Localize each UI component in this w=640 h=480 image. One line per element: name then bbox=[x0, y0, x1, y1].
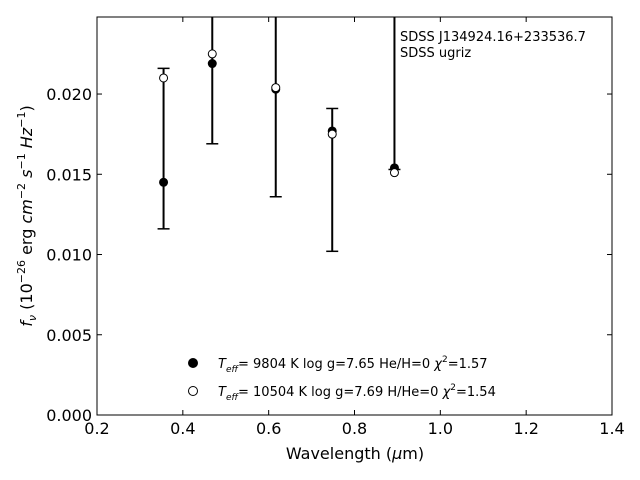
errorbar-layer bbox=[157, 17, 401, 253]
legend-marker-filled bbox=[188, 358, 198, 368]
data-point-open bbox=[159, 73, 169, 83]
x-tick-label: 0.6 bbox=[256, 419, 281, 438]
data-point-open bbox=[327, 129, 337, 139]
x-tick-label: 0.8 bbox=[342, 419, 367, 438]
legend: Teff= 9804 K log g=7.65 He/H=0 χ2=1.57 T… bbox=[188, 355, 496, 403]
y-tick-label: 0.010 bbox=[46, 246, 92, 265]
y-tick-label: 0.000 bbox=[46, 406, 92, 425]
data-points-layer bbox=[159, 49, 399, 187]
tick-layer: 0.2 0.4 0.6 0.8 1.0 1.2 1.4 0.000 0.005 0.010 0.01… bbox=[46, 17, 625, 438]
legend-label-2: Teff= 10504 K log g=7.69 H/He=0 χ2=1.54 bbox=[218, 383, 496, 403]
axes-frame bbox=[96, 16, 613, 416]
annotation-object-name: SDSS J134924.16+233536.7 bbox=[400, 30, 586, 45]
data-point-open bbox=[389, 168, 399, 178]
data-point-open bbox=[271, 83, 281, 93]
y-tick-label: 0.015 bbox=[46, 165, 92, 184]
x-tick-label: 1.2 bbox=[513, 419, 538, 438]
y-tick-label: 0.005 bbox=[46, 326, 92, 345]
x-tick-label: 0.2 bbox=[84, 419, 109, 438]
data-point-open bbox=[207, 49, 217, 59]
y-axis-label: fν (10−26 erg cm−2 s−1 Hz−1) bbox=[15, 105, 39, 326]
legend-marker-open bbox=[188, 386, 198, 396]
legend-label-1: Teff= 9804 K log g=7.65 He/H=0 χ2=1.57 bbox=[218, 355, 488, 375]
x-tick-label: 1.4 bbox=[599, 419, 624, 438]
data-point-filled bbox=[207, 59, 217, 69]
x-tick-label: 0.4 bbox=[170, 419, 195, 438]
x-tick-label: 1.0 bbox=[428, 419, 453, 438]
plot-frame bbox=[96, 16, 613, 416]
annotation-survey: SDSS ugriz bbox=[400, 46, 471, 61]
y-tick-label: 0.020 bbox=[46, 85, 92, 104]
x-axis-label: Wavelength (μm) bbox=[286, 444, 424, 463]
data-point-filled bbox=[159, 177, 169, 187]
